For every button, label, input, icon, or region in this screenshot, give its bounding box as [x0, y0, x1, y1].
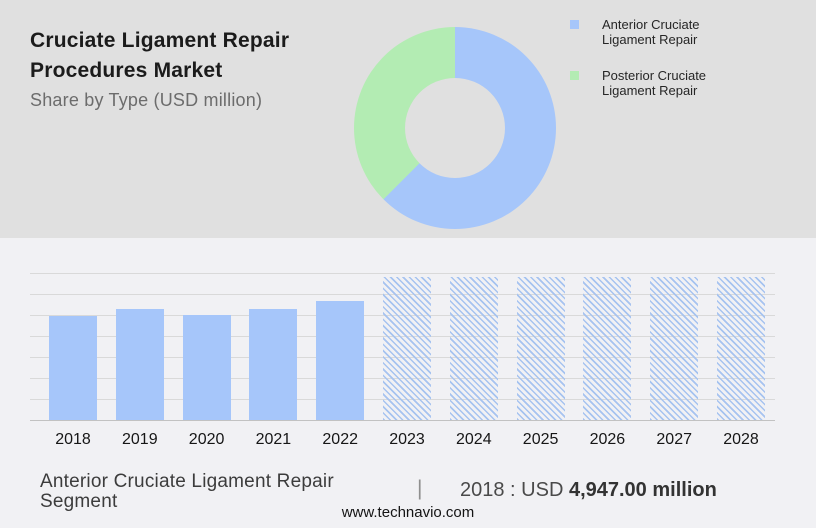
bar-2020: [182, 315, 231, 420]
legend-swatch-posterior: [570, 71, 579, 80]
page-title-line2: Procedures Market: [30, 59, 223, 82]
bar-2018: [49, 316, 97, 420]
title-block: Cruciate Ligament Repair Procedures Mark…: [30, 26, 289, 111]
page-subtitle: Share by Type (USD million): [30, 90, 263, 110]
gridline: [30, 273, 775, 274]
x-label-2023: 2023: [389, 431, 425, 448]
x-label-2024: 2024: [456, 431, 492, 448]
x-label-2018: 2018: [55, 431, 91, 448]
bar-chart-section: 2018 2019 2020 2021 2022 2023 2024 2025 2026 2027…: [0, 238, 816, 528]
segment-caption-line2: Segment: [40, 490, 118, 512]
legend-label-anterior-line1: Anterior Cruciate: [602, 17, 700, 32]
value-amount: 4,947.00 million: [568, 479, 717, 501]
bar-2024-forecast: [449, 277, 498, 420]
x-label-2020: 2020: [188, 431, 225, 448]
x-label-2028: 2028: [723, 431, 759, 448]
value-prefix: 2018 : USD: [460, 479, 564, 501]
header-section: Cruciate Ligament Repair Procedures Mark…: [0, 0, 816, 238]
bar-2028-forecast: [717, 277, 765, 420]
x-label-2027: 2027: [656, 431, 692, 448]
x-label-2025: 2025: [522, 431, 559, 448]
legend-item-anterior: Anterior Cruciate Ligament Repair: [570, 17, 706, 47]
x-axis-labels: 2018 2019 2020 2021 2022 2023 2024 2025 2026 2027…: [30, 430, 775, 450]
x-label-2021: 2021: [255, 431, 292, 448]
x-label-2026: 2026: [589, 431, 626, 448]
legend-label-posterior: Posterior Cruciate Ligament Repair: [602, 68, 706, 98]
x-axis-baseline: [30, 420, 775, 421]
page-title-line1: Cruciate Ligament Repair: [30, 29, 290, 52]
legend-swatch-anterior: [570, 20, 579, 29]
value-caption: 2018 : USD 4,947.00 million: [460, 480, 717, 500]
bar-2022: [316, 301, 365, 420]
legend-label-posterior-line1: Posterior Cruciate: [602, 68, 707, 83]
legend-label-anterior-line2: Ligament Repair: [602, 32, 698, 47]
bar-2023-forecast: [383, 277, 431, 420]
bar-2019: [115, 309, 164, 420]
x-label-2019: 2019: [122, 431, 158, 448]
legend-label-anterior: Anterior Cruciate Ligament Repair: [602, 17, 700, 47]
bar-2026-forecast: [583, 277, 632, 420]
chart-legend: Anterior Cruciate Ligament Repair Posterio…: [570, 17, 706, 119]
segment-caption-line1: Anterior Cruciate Ligament Repair: [40, 471, 334, 492]
bar-2021: [249, 309, 298, 420]
website-link[interactable]: www.technavio.com: [341, 504, 475, 521]
donut-hole: [405, 78, 505, 178]
segment-caption: Anterior Cruciate Ligament Repair Segmen…: [40, 472, 370, 511]
legend-label-posterior-line2: Ligament Repair: [602, 83, 698, 98]
bar-2025-forecast: [516, 277, 565, 420]
caption-separator: |: [417, 477, 423, 500]
x-label-2022: 2022: [322, 431, 358, 448]
donut-chart: [354, 27, 556, 229]
legend-item-posterior: Posterior Cruciate Ligament Repair: [570, 68, 706, 98]
bar-chart-plot: [30, 273, 775, 421]
bar-2027-forecast: [650, 277, 699, 420]
